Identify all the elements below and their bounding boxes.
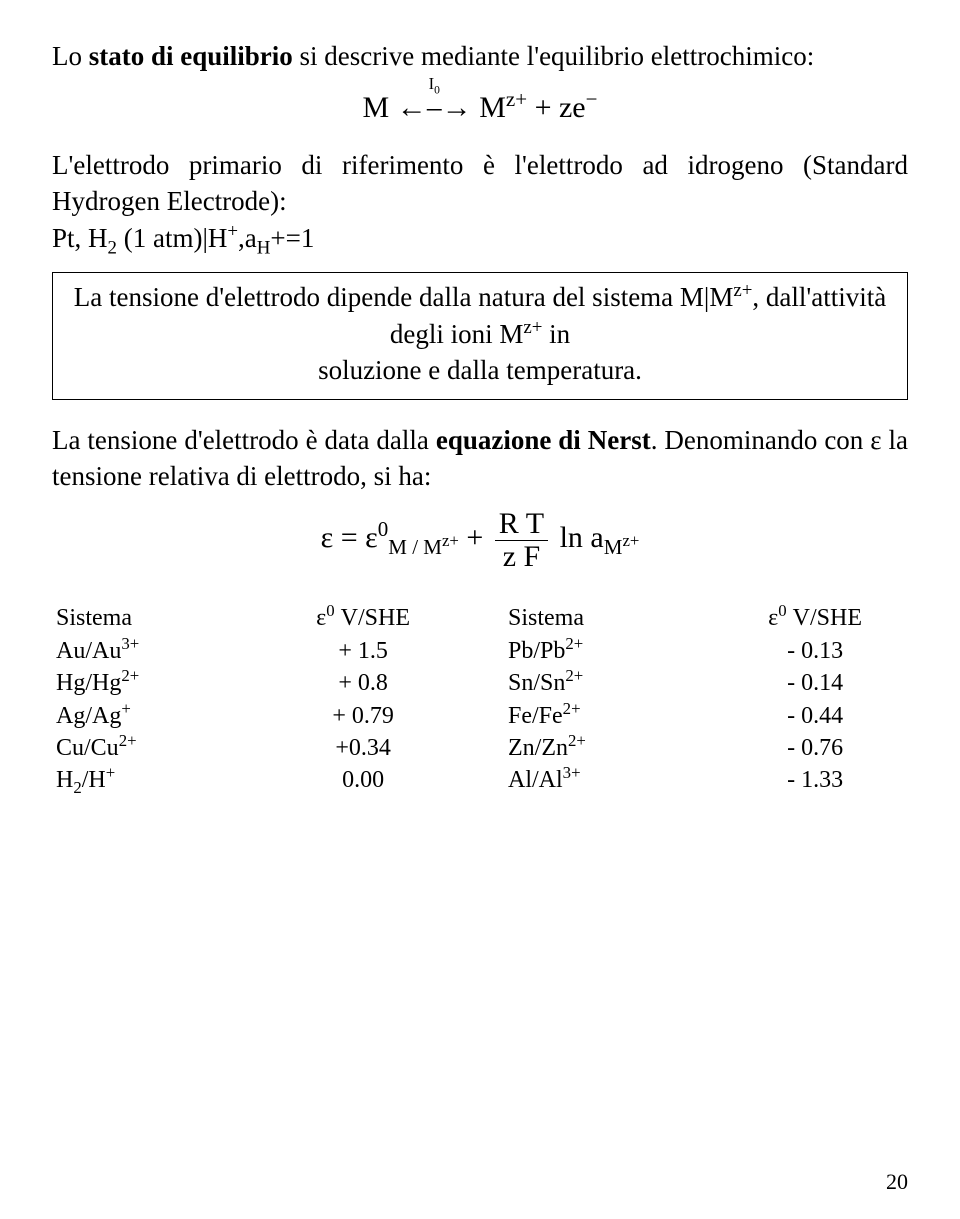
sym-M: M: [363, 91, 390, 124]
text: si descrive mediante l'equilibrio elettr…: [293, 41, 814, 71]
col-potential: ε0 V/SHE: [722, 602, 908, 634]
cell-sistema: Pb/Pb2+: [504, 635, 722, 667]
paragraph-3: La tensione d'elettrodo è data dalla equ…: [52, 422, 908, 495]
cell-potential: - 0.14: [722, 667, 908, 699]
cell-potential: - 0.44: [722, 700, 908, 732]
cell-potential: + 0.79: [270, 700, 456, 732]
cell-sistema: Zn/Zn2+: [504, 732, 722, 764]
fraction-rt-zf: R T z F: [495, 508, 548, 572]
box-line-2: soluzione e dalla temperatura.: [318, 355, 642, 385]
table-row: Fe/Fe2+- 0.44: [504, 700, 908, 732]
eps-zero: ε0M / Mz+: [365, 521, 466, 554]
cell-sistema: Fe/Fe2+: [504, 700, 722, 732]
cell-sistema: H2/H+: [52, 764, 270, 796]
text: Lo: [52, 41, 89, 71]
table-header-row: Sistema ε0 V/SHE: [504, 602, 908, 634]
cell-potential: +0.34: [270, 732, 456, 764]
table-row: Zn/Zn2+- 0.76: [504, 732, 908, 764]
table-row: Pb/Pb2+- 0.13: [504, 635, 908, 667]
bold-text: stato di equilibrio: [89, 41, 293, 71]
she-notation: Pt, H2 (1 atm)|H+,aH+=1: [52, 223, 314, 253]
text: La tensione d'elettrodo è data dalla: [52, 425, 436, 455]
box-line-1: La tensione d'elettrodo dipende dalla na…: [74, 282, 886, 348]
reversible-arrow: I0 ←⎯→: [397, 88, 472, 129]
boxed-statement: La tensione d'elettrodo dipende dalla na…: [52, 272, 908, 399]
table-row: Sn/Sn2+- 0.14: [504, 667, 908, 699]
table-header-row: Sistema ε0 V/SHE: [52, 602, 456, 634]
cell-sistema: Au/Au3+: [52, 635, 270, 667]
table-row: Al/Al3+- 1.33: [504, 764, 908, 796]
potential-tables: Sistema ε0 V/SHE Au/Au3++ 1.5Hg/Hg2++ 0.…: [52, 602, 908, 796]
col-sistema: Sistema: [52, 602, 270, 634]
table-row: H2/H+0.00: [52, 764, 456, 796]
potential-table-left: Sistema ε0 V/SHE Au/Au3++ 1.5Hg/Hg2++ 0.…: [52, 602, 456, 796]
cell-sistema: Sn/Sn2+: [504, 667, 722, 699]
sym-Mz: Mz+: [479, 91, 534, 124]
paragraph-2: L'elettrodo primario di riferimento è l'…: [52, 147, 908, 256]
cell-potential: - 0.13: [722, 635, 908, 667]
table-row: Cu/Cu2++0.34: [52, 732, 456, 764]
cell-sistema: Hg/Hg2+: [52, 667, 270, 699]
cell-potential: 0.00: [270, 764, 456, 796]
bold-text: equazione di Nerst: [436, 425, 651, 455]
potential-table-right: Sistema ε0 V/SHE Pb/Pb2+- 0.13Sn/Sn2+- 0…: [504, 602, 908, 796]
table-row: Hg/Hg2++ 0.8: [52, 667, 456, 699]
col-potential: ε0 V/SHE: [270, 602, 456, 634]
page-number: 20: [886, 1167, 908, 1197]
cell-potential: + 0.8: [270, 667, 456, 699]
cell-sistema: Ag/Ag+: [52, 700, 270, 732]
equation-nernst: ε = ε0M / Mz+ + R T z F ln aMz+: [52, 508, 908, 572]
text: L'elettrodo primario di riferimento è l'…: [52, 150, 908, 216]
table-row: Ag/Ag++ 0.79: [52, 700, 456, 732]
plus-ze: + ze−: [535, 91, 598, 124]
cell-potential: + 1.5: [270, 635, 456, 667]
paragraph-1: Lo stato di equilibrio si descrive media…: [52, 38, 908, 74]
equation-equilibrium: M I0 ←⎯→ Mz+ + ze−: [52, 88, 908, 129]
cell-potential: - 0.76: [722, 732, 908, 764]
table-row: Au/Au3++ 1.5: [52, 635, 456, 667]
cell-sistema: Cu/Cu2+: [52, 732, 270, 764]
cell-potential: - 1.33: [722, 764, 908, 796]
col-sistema: Sistema: [504, 602, 722, 634]
activity-subscript: Mz+: [604, 535, 640, 559]
cell-sistema: Al/Al3+: [504, 764, 722, 796]
